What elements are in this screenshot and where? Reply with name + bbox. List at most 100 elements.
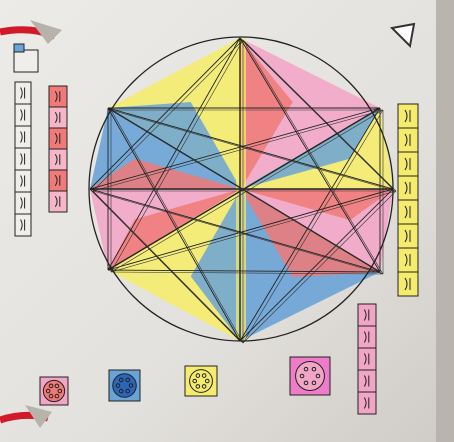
pattern-glyph (20, 197, 26, 209)
tile-circle (42, 379, 66, 403)
pattern-glyph (20, 175, 26, 187)
tile-dot (125, 388, 131, 394)
pattern-glyph (20, 109, 26, 121)
corner-hole (389, 22, 416, 49)
tile-dot (201, 384, 207, 389)
pattern-glyph (363, 331, 370, 343)
pattern-square (14, 81, 32, 105)
pattern-glyph (54, 111, 61, 124)
star-line (239, 107, 381, 342)
star-line (110, 109, 384, 275)
star-line (110, 109, 397, 192)
pattern-glyph (404, 109, 411, 123)
star-line (242, 109, 384, 344)
star-line (242, 39, 397, 192)
pattern-square (14, 147, 32, 171)
tile-dot (128, 383, 134, 388)
tile-dot (315, 373, 321, 379)
tile-dot (118, 388, 124, 394)
pattern-glyph (54, 153, 61, 166)
pattern-glyph (20, 131, 26, 143)
star-line (107, 107, 394, 190)
star-line (92, 190, 244, 344)
star-line (89, 188, 381, 273)
inner-triangle (240, 38, 293, 189)
tile-dot (48, 393, 54, 399)
tile-dot (299, 373, 305, 379)
pattern-glyph (363, 397, 370, 409)
star-line (89, 188, 241, 342)
star-line (110, 109, 244, 344)
star-line (110, 39, 244, 273)
pattern-square (397, 127, 419, 153)
inner-triangle (241, 189, 393, 221)
pattern-glyph (54, 90, 61, 103)
tile-dot (54, 383, 60, 389)
tile-dot (45, 388, 51, 394)
star-line (89, 37, 241, 190)
pattern-glyph (404, 157, 411, 171)
pattern-square (397, 247, 419, 273)
pattern-square (397, 199, 419, 225)
pattern-glyph (404, 133, 411, 147)
pattern-square (48, 169, 68, 192)
pattern-square (357, 369, 377, 393)
pattern-glyph (363, 309, 370, 321)
tile-dot (303, 380, 309, 386)
pattern-square (397, 223, 419, 249)
pattern-glyph (363, 375, 370, 387)
star-line (107, 107, 241, 342)
pattern-glyph (54, 174, 61, 187)
pattern-square (14, 213, 32, 237)
inner-triangle (190, 189, 241, 341)
outer-triangle (108, 189, 241, 341)
pattern-glyph (404, 205, 411, 219)
pattern-glyph (20, 153, 26, 165)
side-patterns (13, 43, 419, 415)
tile-circle (112, 373, 137, 398)
tile-circle (295, 361, 325, 391)
pattern-square (357, 391, 377, 415)
pattern-glyph (54, 132, 61, 145)
tile-dot (303, 366, 309, 372)
pattern-square (13, 49, 39, 73)
outer-triangle (240, 38, 380, 189)
pattern-square (14, 103, 32, 127)
star-line (92, 109, 384, 192)
pattern-square (48, 148, 68, 171)
star-line (107, 269, 381, 273)
tile-dot (201, 373, 207, 378)
tile-dot (195, 373, 201, 378)
inner-triangle (108, 102, 241, 189)
pattern-square (48, 85, 68, 108)
pattern-glyph (404, 277, 411, 291)
pattern-square (357, 303, 377, 327)
star-line (239, 37, 381, 273)
tile-dot (57, 388, 63, 394)
pattern-glyph (404, 181, 411, 195)
tile-dot (311, 366, 317, 372)
pattern-square (48, 127, 68, 150)
pattern-square (14, 125, 32, 149)
star-line (239, 188, 394, 342)
tile-dot (115, 383, 121, 388)
star-line (242, 39, 384, 275)
tile-dot (192, 378, 198, 384)
tile-circle (189, 369, 213, 393)
ring-clip (25, 405, 52, 428)
pattern-glyph (363, 353, 370, 365)
pattern-glyph (54, 195, 61, 208)
tile-dot (311, 380, 317, 386)
tile-dot (118, 377, 124, 383)
star-line (242, 190, 397, 344)
inner-triangle (241, 189, 380, 278)
pattern-square (14, 169, 32, 193)
tile-dot (204, 378, 210, 384)
ring-clip (30, 20, 62, 44)
pattern-square (48, 190, 68, 213)
tile-dot (54, 393, 60, 399)
star-line (92, 190, 384, 275)
pattern-square (13, 43, 25, 53)
